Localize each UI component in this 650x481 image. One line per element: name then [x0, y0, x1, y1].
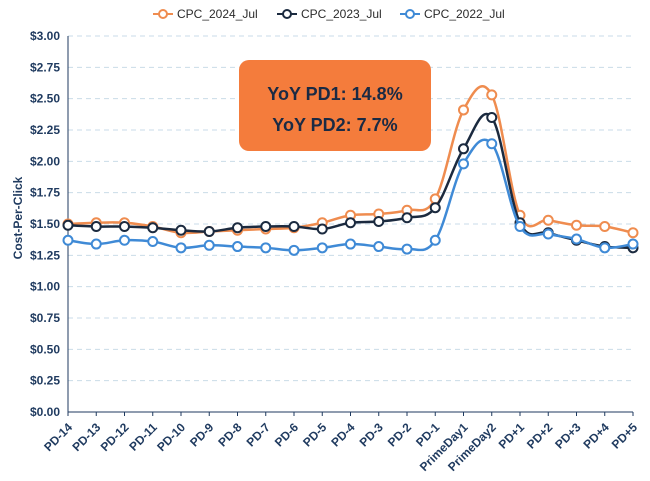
data-point [316, 242, 328, 254]
x-tick-label: PD-13 [69, 420, 103, 454]
annotation-box [239, 60, 431, 151]
x-tick-label: PD-2 [385, 420, 414, 449]
series-CPC_2022_Jul [62, 138, 639, 256]
annotation-line-2: YoY PD2: 7.7% [272, 115, 397, 135]
data-point [401, 243, 413, 255]
data-point [260, 242, 272, 254]
legend-label: CPC_2023_Jul [301, 7, 382, 21]
x-tick-label: PD-7 [244, 420, 273, 449]
y-tick-label: $1.75 [30, 186, 60, 200]
legend-item: CPC_2022_Jul [400, 7, 505, 21]
y-tick-label: $2.00 [30, 154, 60, 168]
y-tick-label: $0.75 [30, 311, 60, 325]
x-tick-label: PD+4 [581, 420, 613, 452]
x-tick-label: PD-8 [215, 420, 244, 449]
data-point [486, 89, 498, 101]
data-point [119, 234, 130, 246]
data-point [260, 221, 272, 233]
x-tick-label: PD+2 [524, 420, 556, 452]
data-point [458, 143, 469, 155]
data-point [288, 244, 300, 256]
data-point [627, 238, 639, 250]
data-point [429, 202, 441, 214]
data-point [542, 214, 554, 226]
x-tick-label: PD+1 [496, 420, 528, 452]
data-point [514, 221, 526, 233]
y-tick-label: $2.25 [30, 123, 60, 137]
data-point [429, 234, 441, 246]
y-tick-label: $0.50 [30, 342, 60, 356]
data-point [345, 217, 356, 229]
y-tick-label: $0.00 [30, 405, 60, 419]
data-point [401, 212, 413, 224]
data-point [571, 219, 582, 231]
y-tick-label: $2.50 [30, 92, 60, 106]
annotation-line-1: YoY PD1: 14.8% [267, 84, 402, 104]
y-axis-label: Cost-Per-Click [11, 176, 25, 259]
data-point [175, 224, 187, 236]
y-tick-label: $0.25 [30, 374, 60, 388]
data-point [119, 221, 130, 233]
x-tick-label: PD-6 [272, 420, 301, 449]
data-point [316, 223, 328, 235]
x-tick-label: PD-9 [187, 420, 216, 449]
legend-item: CPC_2024_Jul [153, 7, 258, 21]
y-tick-label: $1.25 [30, 248, 60, 262]
data-point [232, 241, 243, 253]
legend: CPC_2024_Jul CPC_2023_Jul CPC_2022_Jul [153, 7, 505, 21]
y-tick-label: $1.00 [30, 280, 60, 294]
data-point [90, 238, 102, 250]
data-point [147, 236, 159, 248]
x-tick-label: PD-11 [126, 420, 160, 454]
legend-marker [158, 9, 168, 19]
y-tick-label: $2.75 [30, 60, 60, 74]
data-point [232, 222, 243, 234]
legend-marker [405, 9, 415, 19]
data-point [373, 241, 385, 253]
data-point [62, 234, 74, 246]
legend-label: CPC_2022_Jul [424, 7, 505, 21]
y-tick-label: $3.00 [30, 29, 60, 43]
annotation-callout: YoY PD1: 14.8% YoY PD2: 7.7% [239, 60, 431, 151]
series [62, 85, 639, 256]
data-point [345, 238, 356, 250]
x-tick-label: PD+5 [609, 420, 641, 452]
data-point [458, 158, 469, 170]
data-point [90, 221, 102, 233]
legend-item: CPC_2023_Jul [277, 7, 382, 21]
data-point [203, 239, 215, 251]
y-tick-label: $1.50 [30, 217, 60, 231]
data-point [571, 233, 582, 245]
data-point [62, 219, 74, 231]
data-point [147, 222, 159, 234]
data-point [542, 228, 554, 240]
data-point [599, 242, 611, 254]
data-point [458, 104, 469, 116]
x-tick-label: PD-5 [300, 420, 329, 449]
data-point [486, 138, 498, 150]
data-point [203, 226, 215, 238]
x-tick-label: PD-10 [154, 420, 188, 454]
legend-marker [282, 9, 292, 19]
data-point [373, 215, 385, 227]
data-point [486, 111, 498, 123]
data-point [288, 221, 300, 233]
x-tick-label: PD-3 [357, 420, 386, 449]
data-point [627, 227, 639, 239]
x-tick-label: PD-14 [41, 420, 75, 454]
data-point [599, 221, 611, 233]
x-tick-label: PD+3 [552, 420, 584, 452]
x-tick-label: PD-12 [98, 420, 132, 454]
legend-label: CPC_2024_Jul [177, 7, 258, 21]
x-tick-label: PD-4 [328, 420, 357, 449]
data-point [175, 242, 187, 254]
